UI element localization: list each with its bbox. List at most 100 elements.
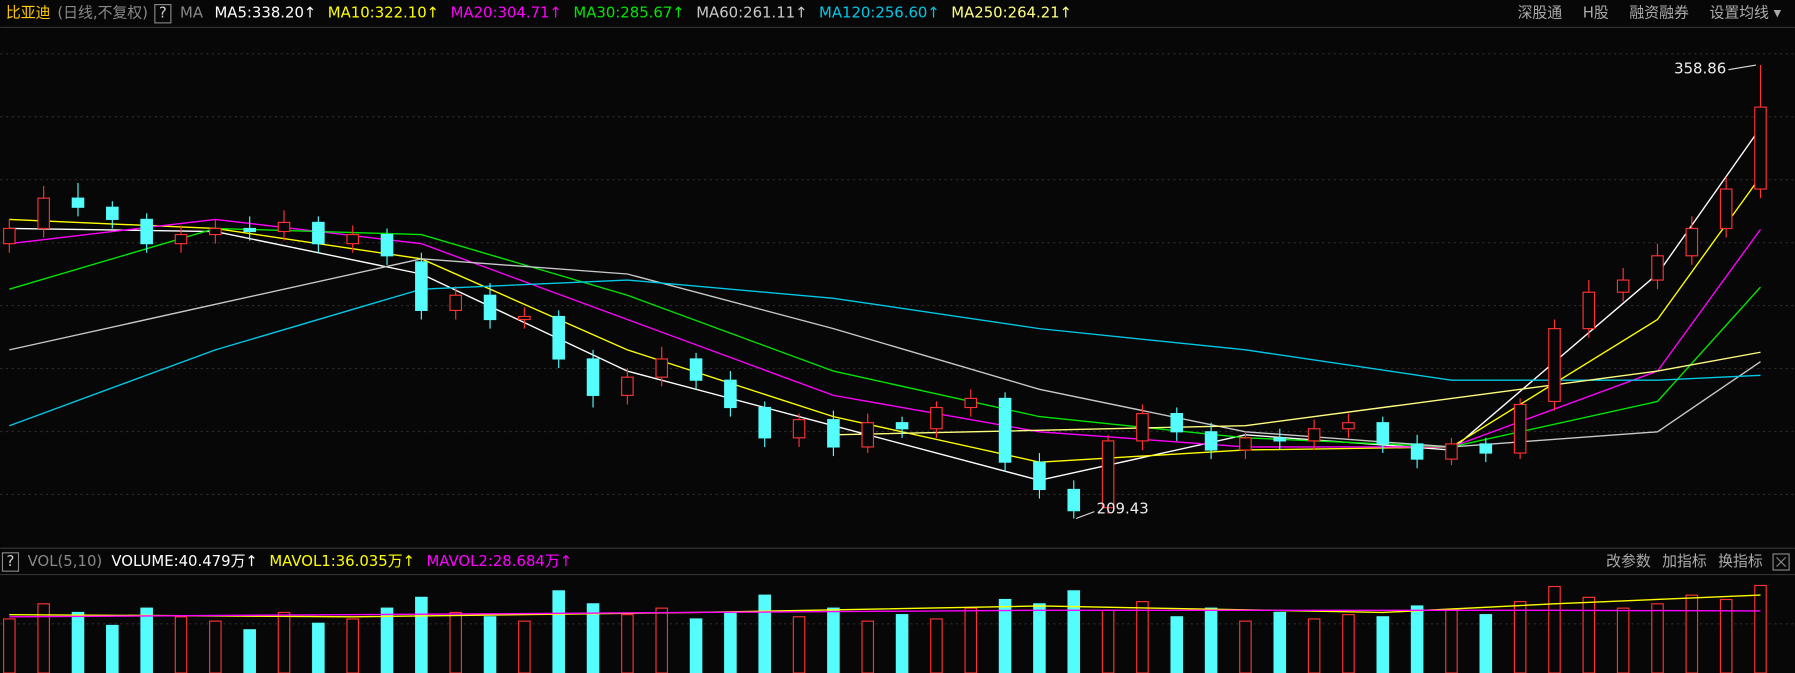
ma-legend: MA10:322.10↑ [328,4,439,22]
mavol-line [9,594,1761,618]
volume-bar [1273,611,1287,673]
candle-body [415,261,428,311]
toolbar-button[interactable]: 设置均线 ▾ [1709,4,1781,22]
candle-body [1719,188,1733,230]
help-box[interactable] [1,552,20,572]
candle-body [3,227,16,245]
candle-body [140,218,153,245]
mavol-legend: MAVOL2:28.684万↑ [426,552,572,570]
volume-bar [1445,609,1458,673]
help-icon[interactable]: ? [159,4,167,22]
volume-bar [1239,620,1252,673]
indicator-name: MA [180,4,204,22]
candle-body [724,379,737,409]
candle-body [174,233,188,245]
toolbar-button[interactable]: 融资融券 [1629,4,1689,22]
candle-body [71,197,85,208]
candle-body [37,197,50,230]
candle-body [1754,106,1767,190]
candle-body [930,406,943,430]
volume-bar [1101,609,1115,673]
volume-bar [71,611,85,673]
volume-bar [277,611,291,673]
candle-body [689,358,703,381]
help-icon[interactable]: ? [7,552,15,570]
volume-bar [1754,584,1767,673]
candle-body [243,227,256,233]
candle-body [1651,255,1664,281]
candle-body [1376,422,1390,445]
ma-legend: MA250:264.21↑ [951,4,1072,22]
candle-body [1204,431,1218,451]
candle-body [552,315,566,360]
candle-body [1239,437,1252,451]
volume-bar [1651,603,1664,673]
volume-bar [3,618,16,673]
mavol-line [9,609,1761,618]
volume-bar [1616,607,1630,673]
volume-bar [415,596,428,673]
volume-bar [518,620,531,673]
volume-bar [380,607,394,673]
indicator-button[interactable]: 换指标 [1718,552,1763,570]
indicator-button[interactable]: 加指标 [1662,552,1707,570]
candle-body [621,376,634,396]
volume-bar [689,618,703,673]
volume-bar [724,611,737,673]
candle-body [518,315,531,321]
candle-body [1067,488,1081,512]
volume-bar [1410,605,1424,673]
help-box[interactable] [154,4,172,24]
candle-body [1273,437,1287,442]
candle-body [1445,443,1458,460]
volume-bar [1204,607,1218,673]
ma-legend: MA30:285.67↑ [573,4,684,22]
candle-body [586,358,600,396]
candle-body [380,233,394,257]
candle-body [277,221,291,233]
volume-bar [1067,590,1081,673]
volume-bar [930,618,943,673]
volume-bar [1033,603,1046,673]
volume-legend: VOLUME:40.479万↑ [111,552,258,570]
annotation-arrow [1728,64,1757,71]
close-icon-x[interactable] [1776,556,1787,567]
volume-bar [655,607,669,673]
candle-body [1479,443,1493,454]
candle-body [827,419,840,448]
candle-body [1136,413,1149,442]
candle-body [758,406,772,439]
ma-legend: MA5:338.20↑ [214,4,316,22]
chart-mode: (日线,不复权) [57,4,148,22]
volume-bar [552,590,566,673]
volume-bar [174,616,188,673]
volume-indicator: VOL(5,10) [28,552,103,570]
candle-body [998,397,1012,463]
stock-name: 比亚迪 [6,4,51,22]
volume-bar [895,614,909,673]
candle-body [792,419,806,439]
ma-legend: MA20:304.71↑ [451,4,562,22]
candle-body [449,294,462,311]
volume-bar [106,624,119,673]
candle-body [1410,443,1424,460]
volume-bar [621,614,634,673]
ma-legend: MA60:261.11↑ [696,4,807,22]
candle-body [1548,328,1561,403]
volume-bar [1307,618,1321,673]
indicator-button[interactable]: 改参数 [1606,552,1651,570]
volume-bar [346,618,359,673]
ma-line [9,258,1761,448]
mavol-legend: MAVOL1:36.035万↑ [269,552,415,570]
toolbar-button[interactable]: H股 [1583,4,1609,22]
toolbar-button[interactable]: 深股通 [1518,4,1563,22]
volume-bar [1376,616,1390,673]
volume-bar [861,620,875,673]
volume-bar [483,616,497,673]
close-icon[interactable] [1772,553,1790,571]
volume-bar [1582,596,1596,673]
candle-body [964,397,978,409]
volume-bar [243,629,256,673]
